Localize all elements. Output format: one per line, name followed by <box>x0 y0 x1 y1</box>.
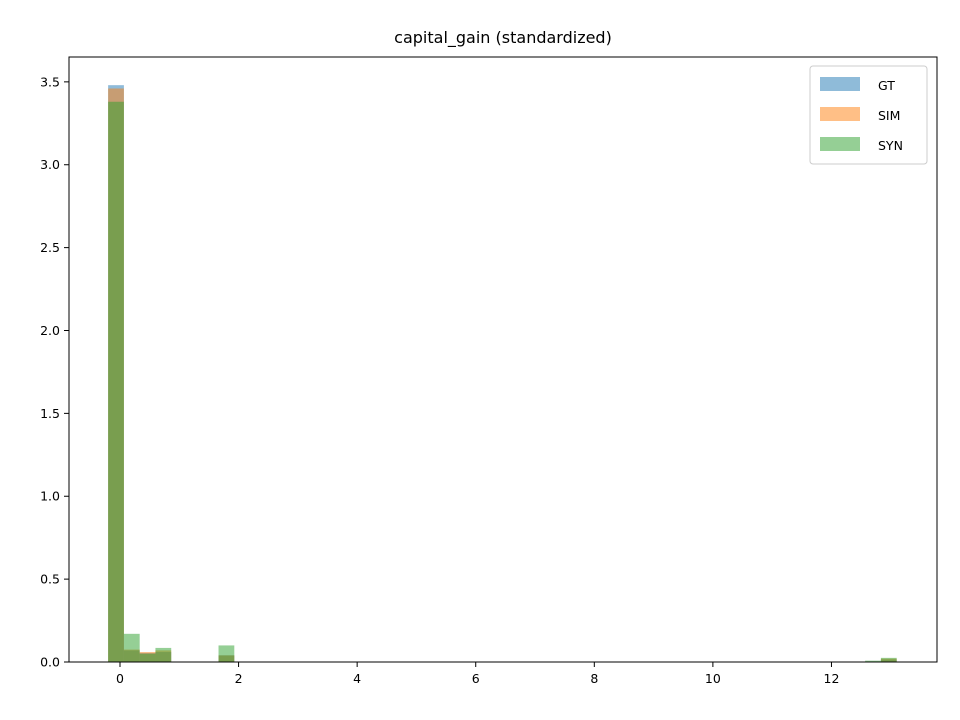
y-tick-label: 2.5 <box>40 240 60 255</box>
legend-swatch-syn <box>820 137 860 151</box>
y-tick-label: 0.0 <box>40 655 60 670</box>
axes-group: 0 2 4 6 8 10 12 0.0 0.5 1.0 1.5 2.0 2.5 3.0 3.5 <box>40 56 938 686</box>
y-tick-label: 1.5 <box>40 406 60 421</box>
x-tick-label: 10 <box>705 671 721 686</box>
y-tick-label: 0.5 <box>40 572 60 587</box>
x-tick-label: 2 <box>235 671 243 686</box>
bar-syn-4 <box>218 645 235 662</box>
x-tick-label: 12 <box>824 671 840 686</box>
bar-syn-5 <box>865 660 881 662</box>
x-tick-label: 6 <box>472 671 480 686</box>
x-tick-label: 0 <box>116 671 124 686</box>
bar-syn-2 <box>139 653 156 662</box>
bars-group <box>108 85 897 663</box>
bar-syn-6 <box>880 657 897 662</box>
y-tick-label: 3.5 <box>40 74 60 89</box>
plot-frame <box>68 56 938 663</box>
y-tick-label: 3.0 <box>40 157 60 172</box>
bar-syn-0 <box>108 101 124 663</box>
bar-syn-1 <box>123 633 140 662</box>
legend-label-sim: SIM <box>878 108 900 123</box>
legend-swatch-gt <box>820 77 860 91</box>
legend-swatch-sim <box>820 107 860 121</box>
y-tick-label: 1.0 <box>40 489 60 504</box>
legend-label-syn: SYN <box>878 138 903 153</box>
x-tick-label: 4 <box>353 671 361 686</box>
legend-label-gt: GT <box>878 78 895 93</box>
y-tick-label: 2.0 <box>40 323 60 338</box>
x-tick-label: 8 <box>590 671 598 686</box>
bar-syn-3 <box>155 647 172 662</box>
legend: GT SIM SYN <box>809 65 928 165</box>
chart-title: capital_gain (standardized) <box>394 28 612 48</box>
